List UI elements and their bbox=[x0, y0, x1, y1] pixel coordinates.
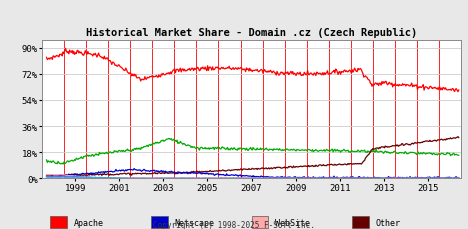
Title: Historical Market Share - Domain .cz (Czech Republic): Historical Market Share - Domain .cz (Cz… bbox=[86, 28, 417, 38]
Text: Other: Other bbox=[375, 218, 400, 227]
FancyBboxPatch shape bbox=[352, 216, 369, 228]
FancyBboxPatch shape bbox=[252, 216, 268, 228]
Text: Netscape: Netscape bbox=[174, 218, 214, 227]
FancyBboxPatch shape bbox=[151, 216, 168, 228]
Text: WebSite: WebSite bbox=[275, 218, 310, 227]
FancyBboxPatch shape bbox=[51, 216, 67, 228]
Text: Copyright (c) 1998-2025 F-Soft Inc.: Copyright (c) 1998-2025 F-Soft Inc. bbox=[153, 220, 315, 229]
Text: Apache: Apache bbox=[73, 218, 103, 227]
